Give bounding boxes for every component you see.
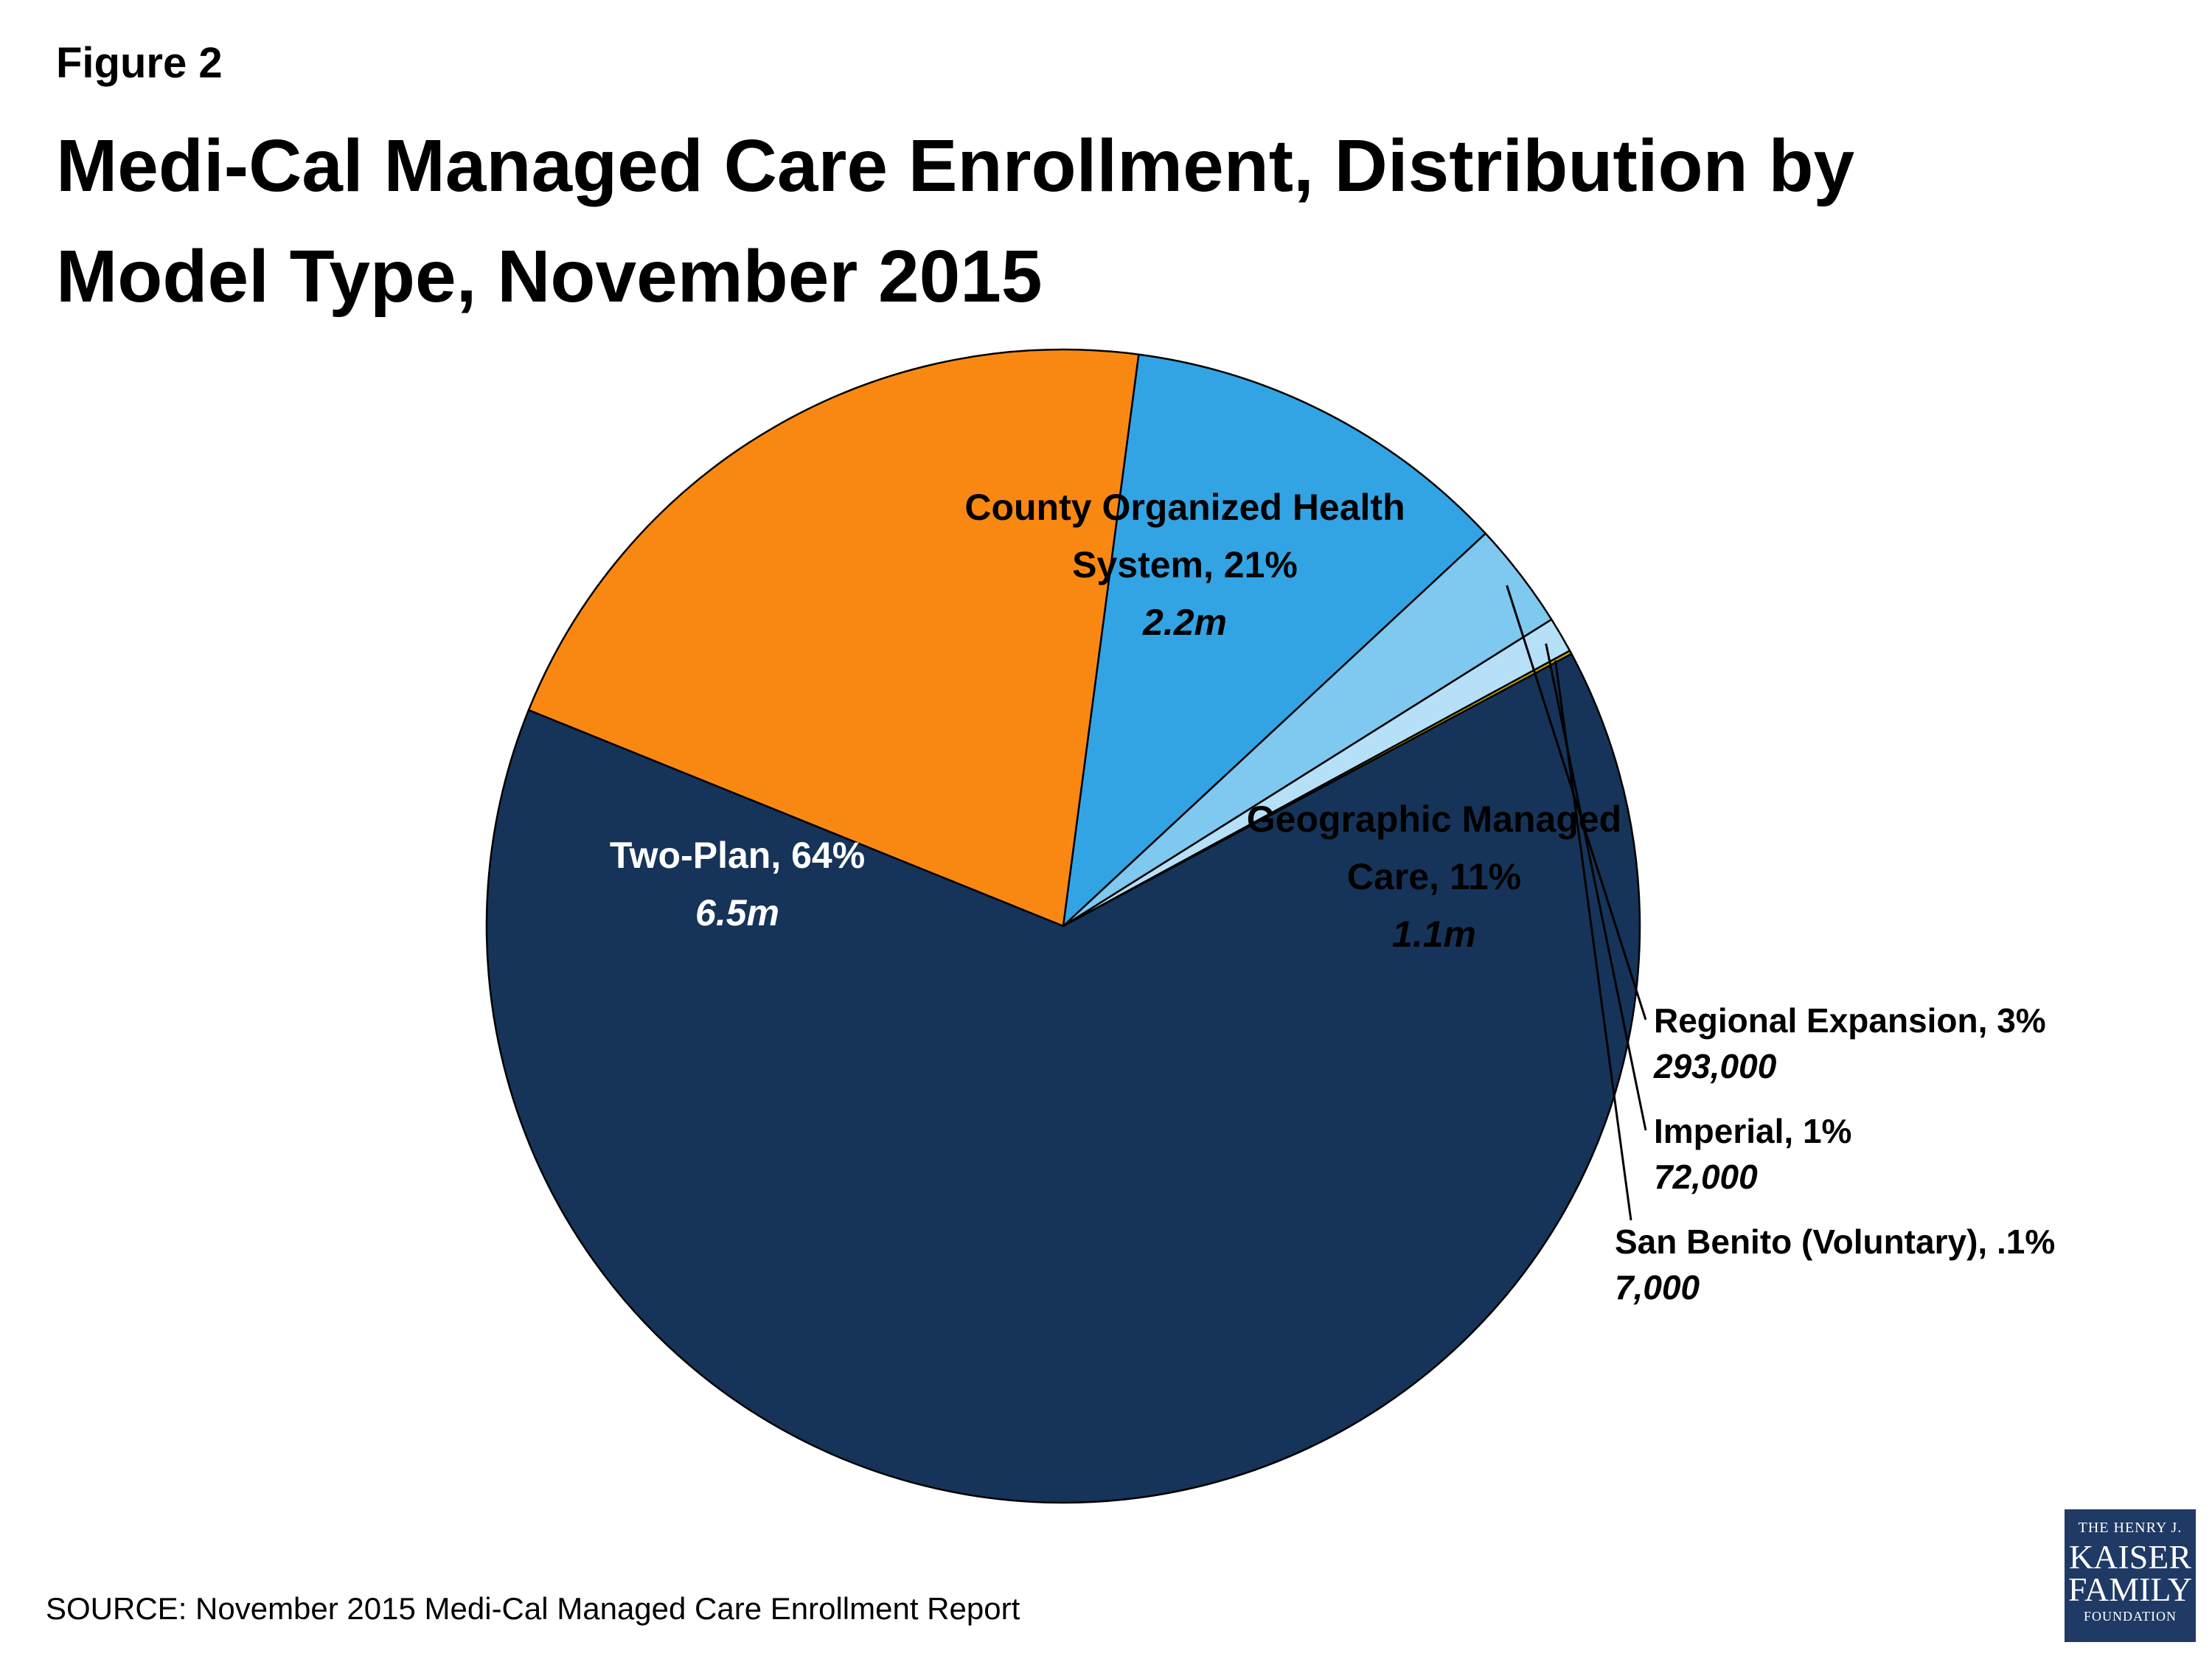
slice-category-label: Regional Expansion, 3% — [1654, 1001, 2046, 1040]
chart-title-line-2: Model Type, November 2015 — [56, 235, 1043, 318]
slice-category-label: Two-Plan, 64% — [610, 835, 865, 876]
leader-line — [1554, 660, 1632, 1221]
slice-value-label: 2.2m — [1142, 602, 1227, 643]
figure-label: Figure 2 — [56, 39, 223, 87]
slice-value-label: 1.1m — [1392, 914, 1476, 955]
leader-line — [1506, 585, 1647, 1020]
logo-line-1: THE HENRY J. — [2078, 1520, 2183, 1536]
kff-logo: THE HENRY J. KAISER FAMILY FOUNDATION — [2065, 1509, 2196, 1642]
slice-category-label: San Benito (Voluntary), .1% — [1615, 1222, 2055, 1261]
pie-slice — [1062, 353, 1486, 928]
slice-category-label: Geographic Managed — [1247, 799, 1621, 840]
pie-slice — [527, 348, 1140, 928]
chart-title: Medi-Cal Managed Care Enrollment, Distri… — [56, 111, 2047, 332]
logo-line-3: FAMILY — [2067, 1571, 2193, 1608]
pie-slice — [485, 653, 1641, 1504]
slice-value-label: 6.5m — [695, 892, 779, 933]
source-note: SOURCE: November 2015 Medi-Cal Managed C… — [46, 1591, 1020, 1626]
logo-line-2: KAISER — [2068, 1538, 2192, 1576]
slice-value-label: 72,000 — [1654, 1158, 1758, 1196]
slice-category-label: County Organized Health — [964, 487, 1405, 528]
slice-value-label: 293,000 — [1653, 1047, 1777, 1085]
slice-value-label: 7,000 — [1615, 1268, 1700, 1307]
slice-category-label: Imperial, 1% — [1654, 1112, 1851, 1150]
logo-line-4: FOUNDATION — [2084, 1609, 2177, 1624]
leader-line — [1545, 643, 1647, 1131]
chart-title-line-1: Medi-Cal Managed Care Enrollment, Distri… — [56, 125, 1855, 207]
slice-category-label: System, 21% — [1072, 544, 1298, 585]
slice-category-label: Care, 11% — [1347, 856, 1521, 897]
